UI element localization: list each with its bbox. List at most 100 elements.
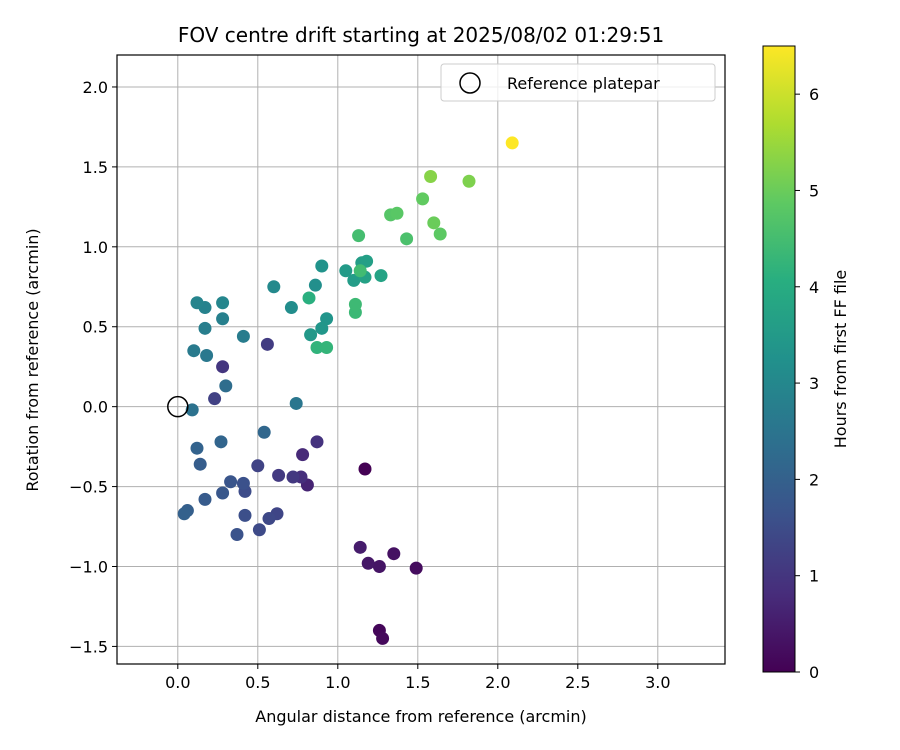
legend: Reference platepar bbox=[440, 63, 716, 102]
data-point bbox=[185, 403, 199, 417]
data-point bbox=[251, 459, 265, 473]
y-tick-label: 1.5 bbox=[83, 158, 108, 177]
colorbar: 0 1 2 3 4 5 6 Hours from first FF file bbox=[762, 45, 850, 682]
x-tick-label: 0.5 bbox=[245, 673, 270, 692]
data-point bbox=[358, 462, 372, 476]
x-axis-ticks: 0.0 0.5 1.0 1.5 2.0 2.5 3.0 bbox=[165, 664, 671, 692]
data-point bbox=[198, 321, 212, 335]
data-point bbox=[372, 559, 386, 573]
chart-title: FOV centre drift starting at 2025/08/02 … bbox=[178, 23, 664, 47]
data-point bbox=[308, 278, 322, 292]
data-point bbox=[260, 337, 274, 351]
data-point bbox=[190, 441, 204, 455]
data-point bbox=[361, 556, 375, 570]
data-point bbox=[374, 269, 388, 283]
data-point bbox=[224, 475, 238, 489]
y-tick-label: 0.5 bbox=[83, 318, 108, 337]
y-tick-label: 2.0 bbox=[83, 78, 108, 97]
plot-frame bbox=[116, 54, 726, 665]
data-point bbox=[187, 344, 201, 358]
data-point bbox=[236, 329, 250, 343]
data-point bbox=[238, 508, 252, 522]
data-point bbox=[208, 392, 222, 406]
data-point bbox=[427, 216, 441, 230]
x-axis-label: Angular distance from reference (arcmin) bbox=[255, 707, 586, 726]
data-point bbox=[200, 349, 214, 363]
colorbar-gradient bbox=[762, 45, 796, 673]
colorbar-tick-label: 2 bbox=[809, 470, 819, 489]
data-point bbox=[177, 507, 191, 521]
data-point bbox=[302, 291, 316, 305]
data-point bbox=[214, 435, 228, 449]
x-tick-label: 0.0 bbox=[165, 673, 190, 692]
data-point bbox=[296, 448, 310, 462]
data-point bbox=[252, 523, 266, 537]
colorbar-tick-label: 0 bbox=[809, 663, 819, 682]
reference-point bbox=[167, 395, 189, 418]
data-point bbox=[216, 486, 230, 500]
data-point bbox=[505, 136, 519, 150]
y-axis-ticks: −1.5 −1.0 −0.5 0.0 0.5 1.0 1.5 2.0 bbox=[69, 78, 117, 656]
colorbar-tick-label: 5 bbox=[809, 181, 819, 200]
data-point bbox=[284, 301, 298, 315]
colorbar-tick-label: 4 bbox=[809, 278, 819, 297]
data-point bbox=[339, 264, 353, 278]
legend-box bbox=[440, 63, 716, 102]
data-point bbox=[462, 174, 476, 188]
data-point bbox=[272, 468, 286, 482]
data-point bbox=[387, 547, 401, 561]
data-point bbox=[353, 540, 367, 554]
data-point bbox=[257, 425, 271, 439]
data-point bbox=[433, 227, 447, 241]
y-tick-label: 1.0 bbox=[83, 238, 108, 257]
data-point bbox=[424, 169, 438, 183]
data-point bbox=[376, 631, 390, 645]
data-point bbox=[190, 296, 204, 310]
x-tick-label: 3.0 bbox=[645, 673, 670, 692]
data-point bbox=[320, 312, 334, 326]
data-point bbox=[409, 561, 423, 575]
data-point bbox=[304, 328, 318, 342]
data-point bbox=[193, 457, 207, 471]
data-point bbox=[315, 321, 329, 335]
data-point bbox=[236, 476, 250, 490]
colorbar-tick-label: 3 bbox=[809, 374, 819, 393]
data-point bbox=[219, 379, 233, 393]
y-axis-label: Rotation from reference (arcmin) bbox=[23, 228, 42, 491]
data-point bbox=[216, 296, 230, 310]
data-point bbox=[262, 512, 276, 526]
data-point bbox=[320, 341, 334, 355]
colorbar-tick-label: 6 bbox=[809, 85, 819, 104]
data-point bbox=[230, 528, 244, 542]
data-point bbox=[216, 360, 230, 374]
y-tick-label: −1.5 bbox=[69, 637, 108, 656]
data-point bbox=[348, 297, 362, 311]
data-point bbox=[216, 312, 230, 326]
legend-marker-icon bbox=[459, 72, 481, 94]
reference-marker bbox=[167, 395, 189, 418]
data-point bbox=[315, 259, 329, 273]
x-tick-label: 2.5 bbox=[565, 673, 590, 692]
grid-lines bbox=[117, 55, 725, 664]
data-point bbox=[416, 192, 430, 206]
data-point bbox=[353, 264, 367, 278]
data-points bbox=[177, 136, 519, 645]
colorbar-label: Hours from first FF file bbox=[831, 270, 850, 449]
y-tick-label: 0.0 bbox=[83, 398, 108, 417]
x-tick-label: 2.0 bbox=[485, 673, 510, 692]
y-tick-label: −0.5 bbox=[69, 478, 108, 497]
y-tick-label: −1.0 bbox=[69, 557, 108, 576]
data-point bbox=[347, 273, 361, 287]
legend-entry-reference-platepar: Reference platepar bbox=[507, 74, 660, 93]
colorbar-tick-label: 1 bbox=[809, 567, 819, 586]
data-point bbox=[390, 206, 404, 220]
data-point bbox=[360, 254, 374, 268]
data-point bbox=[267, 280, 281, 294]
x-tick-label: 1.0 bbox=[325, 673, 350, 692]
x-tick-label: 1.5 bbox=[405, 673, 430, 692]
data-point bbox=[286, 470, 300, 484]
data-point bbox=[310, 341, 324, 355]
data-point bbox=[289, 396, 303, 410]
data-point bbox=[198, 492, 212, 506]
